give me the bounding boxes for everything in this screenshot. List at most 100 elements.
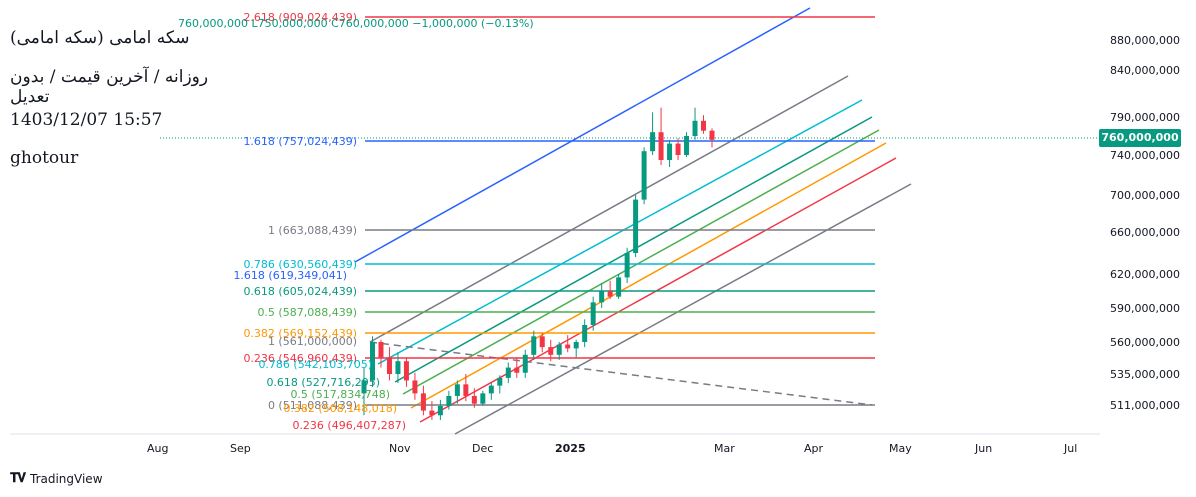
candle-body xyxy=(599,291,605,303)
channel-label: 0.618 (527,716,295) xyxy=(266,376,380,389)
candle-body xyxy=(386,357,392,374)
candle-body xyxy=(403,361,409,381)
candle-body xyxy=(488,385,494,394)
y-tick: 590,000,000 xyxy=(1110,302,1180,315)
candle-body xyxy=(658,132,664,160)
candle-body xyxy=(573,342,579,349)
candle-body xyxy=(480,393,486,404)
candle-body xyxy=(454,384,460,396)
candle-body xyxy=(556,344,562,355)
candle-body xyxy=(522,354,528,373)
brand-name: TradingView xyxy=(30,471,103,486)
channel-label: 0.236 (496,407,287) xyxy=(292,419,406,432)
candlesticks xyxy=(361,107,715,420)
y-tick: 880,000,000 xyxy=(1110,34,1180,47)
x-tick: Dec xyxy=(472,442,493,455)
candle-body xyxy=(684,136,690,155)
channel-line-05 xyxy=(402,129,880,395)
candle-body xyxy=(548,347,554,355)
fib-retracement-labels: 2.618 (909,024,439) 1.618 (757,024,439) … xyxy=(243,11,357,412)
channel-line-1618 xyxy=(354,7,811,263)
candle-body xyxy=(361,380,367,394)
channel-line-0236 xyxy=(419,157,897,423)
ohlc-values: 760,000,000 L750,000,000 C760,000,000 −1… xyxy=(178,17,534,30)
fib-label: 1 (663,088,439) xyxy=(268,224,357,237)
fib-label: 1.618 (757,024,439) xyxy=(243,135,357,148)
fib-label: 0 (511,088,439) xyxy=(268,399,357,412)
x-tick: Aug xyxy=(147,442,168,455)
y-tick: 840,000,000 xyxy=(1110,64,1180,77)
channel-label: 0.786 (542,103,705) xyxy=(258,358,372,371)
candle-body xyxy=(514,367,520,373)
fib-label: 0.382 (569,152,439) xyxy=(243,327,357,340)
candle-body xyxy=(590,302,596,325)
x-tick: Mar xyxy=(714,442,735,455)
candle-body xyxy=(582,325,588,342)
trend-dashed-line xyxy=(369,341,873,406)
chart-datetime: 1403/12/07 15:57 xyxy=(10,110,163,130)
candle-body xyxy=(701,120,707,131)
candle-body xyxy=(412,380,418,394)
candle-body xyxy=(607,291,613,297)
y-tick: 740,000,000 xyxy=(1110,149,1180,162)
y-tick: 620,000,000 xyxy=(1110,268,1180,281)
tradingview-logo-icon: 𝐓𝐕 xyxy=(10,471,26,486)
candle-body xyxy=(446,395,452,406)
candle-body xyxy=(650,132,656,152)
candle-body xyxy=(395,361,401,374)
candle-body xyxy=(437,405,443,416)
candle-body xyxy=(378,342,384,358)
y-tick: 660,000,000 xyxy=(1110,226,1180,239)
chart-author: ghotour xyxy=(10,148,79,168)
channel-label: 1 (561,000,000) xyxy=(268,335,357,348)
x-tick: Sep xyxy=(230,442,251,455)
x-tick: Jun xyxy=(974,442,992,455)
candle-body xyxy=(624,253,630,278)
candle-body xyxy=(692,120,698,136)
fib-channel[interactable] xyxy=(354,7,912,435)
y-axis: 880,000,000 840,000,000 790,000,000 740,… xyxy=(1110,34,1180,412)
symbol-title: (سکه امامی (سکه امامی xyxy=(10,28,190,48)
candle-body xyxy=(471,395,477,404)
fib-channel-labels: 1.618 (619,349,041) 1 (561,000,000) 0.78… xyxy=(233,269,406,432)
y-tick: 535,000,000 xyxy=(1110,368,1180,381)
chart-subtitle: روزانه / آخرین قیمت / بدون تعدیل xyxy=(10,67,209,107)
x-tick: Jul xyxy=(1063,442,1077,455)
y-tick: 511,000,000 xyxy=(1110,399,1180,412)
last-price-badge: 760,000,000 xyxy=(1099,129,1181,147)
candle-body xyxy=(709,130,715,140)
candle-body xyxy=(531,336,537,355)
candle-body xyxy=(633,199,639,253)
candle-body xyxy=(565,344,571,349)
channel-line-0 xyxy=(454,183,912,435)
candle-body xyxy=(641,151,647,200)
y-tick: 560,000,000 xyxy=(1110,336,1180,349)
footer[interactable]: 𝐓𝐕 TradingView xyxy=(10,471,103,486)
candle-body xyxy=(369,342,375,381)
candle-body xyxy=(463,384,469,396)
y-tick: 790,000,000 xyxy=(1110,111,1180,124)
candle-body xyxy=(497,377,503,386)
channel-line-1 xyxy=(369,75,849,343)
channel-label: 0.382 (508,148,018) xyxy=(283,402,397,415)
x-tick: May xyxy=(889,442,912,455)
candle-body xyxy=(539,336,545,348)
fib-retracement[interactable] xyxy=(365,16,875,406)
x-tick: Nov xyxy=(389,442,411,455)
candle-body xyxy=(420,393,426,411)
x-axis: Aug Sep Nov Dec 2025 Mar Apr May Jun Jul xyxy=(147,442,1077,455)
channel-label: 1.618 (619,349,041) xyxy=(233,269,347,282)
candle-body xyxy=(429,410,435,416)
fib-label: 0.236 (546,960,439) xyxy=(243,352,357,365)
candle-body xyxy=(675,143,681,155)
channel-label: 0.5 (517,834,748) xyxy=(290,388,390,401)
fib-label: 2.618 (909,024,439) xyxy=(243,11,357,24)
candle-body xyxy=(616,277,622,297)
y-tick: 700,000,000 xyxy=(1110,189,1180,202)
channel-line-0786 xyxy=(377,99,863,365)
x-tick: Apr xyxy=(804,442,824,455)
channel-line-0382 xyxy=(410,142,887,409)
fib-label: 0.5 (587,088,439) xyxy=(257,306,357,319)
fib-label: 0.618 (605,024,439) xyxy=(243,285,357,298)
